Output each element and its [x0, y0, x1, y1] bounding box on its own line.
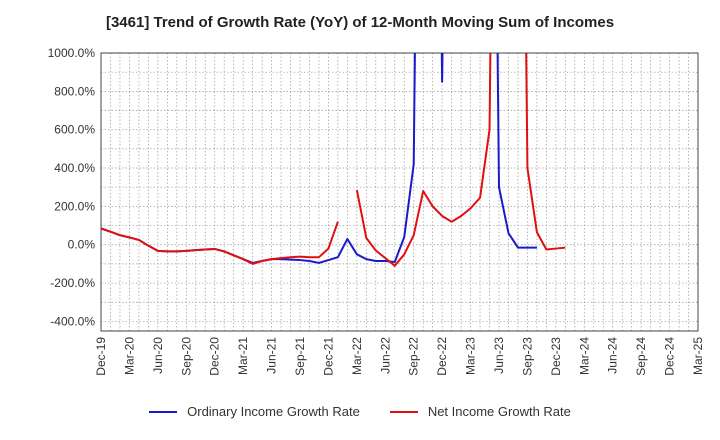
x-tick-label: Jun-22	[378, 337, 392, 374]
y-tick-label: 800.0%	[54, 84, 95, 98]
legend-label-net-income: Net Income Growth Rate	[427, 404, 571, 419]
x-tick-label: Mar-24	[577, 337, 591, 375]
y-tick-label: -200.0%	[50, 276, 95, 290]
x-tick-label: Sep-22	[407, 337, 421, 376]
x-tick-label: Jun-21	[265, 337, 279, 374]
x-tick-label: Mar-23	[464, 337, 478, 375]
chart-legend: Ordinary Income Growth Rate Net Income G…	[0, 404, 720, 419]
x-tick-label: Dec-21	[321, 337, 335, 376]
x-tick-label: Mar-20	[122, 337, 136, 375]
plot-border	[100, 52, 699, 332]
x-tick-label: Dec-19	[94, 337, 108, 376]
x-tick-label: Dec-24	[663, 337, 677, 376]
series-line-net-income	[101, 53, 566, 267]
legend-swatch-net-income	[389, 410, 418, 413]
y-tick-label: 0.0%	[68, 238, 96, 252]
x-tick-label: Mar-22	[350, 337, 364, 375]
chart-title: [3461] Trend of Growth Rate (YoY) of 12-…	[105, 14, 615, 31]
y-tick-label: 600.0%	[54, 123, 95, 137]
y-tick-label: 200.0%	[54, 199, 95, 213]
x-tick-label: Jun-24	[606, 337, 620, 374]
x-tick-label: Jun-23	[492, 337, 506, 374]
x-tick-label: Mar-21	[236, 337, 250, 375]
legend-item-ordinary-income: Ordinary Income Growth Rate	[149, 404, 360, 419]
x-tick-label: Dec-20	[208, 337, 222, 376]
y-tick-label: 1000.0%	[48, 46, 96, 60]
y-tick-label: 400.0%	[54, 161, 95, 175]
legend-label-ordinary-income: Ordinary Income Growth Rate	[187, 404, 360, 419]
x-tick-label: Dec-22	[435, 337, 449, 376]
x-tick-label: Mar-25	[691, 337, 705, 375]
series-group	[101, 53, 566, 267]
x-tick-label: Sep-23	[520, 337, 534, 376]
x-tick-label: Sep-21	[293, 337, 307, 376]
x-tick-label: Sep-24	[634, 337, 648, 376]
x-tick-label: Dec-23	[549, 337, 563, 376]
x-tick-label: Jun-20	[151, 337, 165, 374]
legend-swatch-ordinary-income	[149, 410, 178, 413]
x-tick-label: Sep-20	[179, 337, 193, 376]
legend-item-net-income: Net Income Growth Rate	[389, 404, 571, 419]
plot-area	[101, 53, 698, 331]
y-tick-label: -400.0%	[50, 314, 95, 328]
